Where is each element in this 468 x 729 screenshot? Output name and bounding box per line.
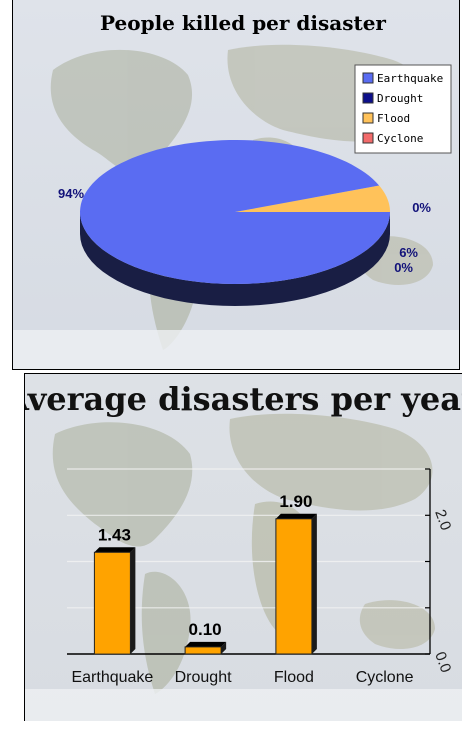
pie-chart-title: People killed per disaster <box>100 11 386 35</box>
legend-swatch-drought <box>362 92 374 104</box>
pie-label-cyclone: 0% <box>394 260 413 275</box>
polar-ice <box>13 330 459 369</box>
bar-earthquake <box>93 551 131 655</box>
category-label-drought: Drought <box>175 669 232 686</box>
pie-label-flood: 6% <box>399 245 418 260</box>
legend-swatch-flood <box>362 112 374 124</box>
bar-side-drought <box>221 641 227 654</box>
bar-value-flood: 1.90 <box>279 492 312 511</box>
bar-chart: Average disasters per years 1.43 0.10 1.90… <box>25 374 462 721</box>
bar-side-flood <box>311 513 317 654</box>
y-tick-label: 2.0 <box>431 507 454 532</box>
pie-percent-labels: 94%0%6%0% <box>58 186 431 275</box>
y-tick-label: 0.0 <box>431 650 454 675</box>
bar-value-drought: 0.10 <box>189 620 222 639</box>
category-label-flood: Flood <box>274 669 314 686</box>
legend-label-flood: Flood <box>377 112 410 125</box>
bar-drought <box>184 646 222 655</box>
bar-top-flood <box>275 513 317 519</box>
polar-ice <box>25 689 462 721</box>
pie-slices <box>80 140 390 306</box>
pie-label-drought: 0% <box>412 200 431 215</box>
category-label-cyclone: Cyclone <box>356 669 414 686</box>
pie-slice-flood <box>235 185 390 212</box>
pie-side-earthquake <box>80 212 390 306</box>
bar-side-earthquake <box>130 547 136 654</box>
legend-swatch-earthquake <box>362 72 374 84</box>
category-label-earthquake: Earthquake <box>71 669 153 686</box>
pie-legend: Earthquake Drought Flood Cyclone <box>354 64 452 154</box>
pie-chart: People killed per disaster Earthquake Dro… <box>13 0 459 369</box>
bar-top-earthquake <box>94 547 136 553</box>
pie-chart-panel: People killed per disaster Earthquake Dro… <box>12 0 460 370</box>
bar-top-drought <box>185 641 227 647</box>
bar-chart-panel: Average disasters per years 1.43 0.10 1.90… <box>24 373 462 721</box>
pie-slice-earthquake <box>80 140 390 284</box>
bar-flood <box>275 518 313 655</box>
y-axis: 0.0 2.0 <box>425 468 454 675</box>
bar-value-earthquake: 1.43 <box>98 525 131 544</box>
legend-label-earthquake: Earthquake <box>377 72 443 85</box>
bars: 1.43 0.10 1.90 <box>93 492 317 655</box>
legend-swatch-cyclone <box>362 132 374 144</box>
legend-label-drought: Drought <box>377 92 423 105</box>
category-labels: Earthquake Drought Flood Cyclone <box>71 669 413 686</box>
legend-label-cyclone: Cyclone <box>377 132 423 145</box>
bar-chart-title: Average disasters per years <box>25 380 462 418</box>
pie-label-earthquake: 94% <box>58 186 84 201</box>
